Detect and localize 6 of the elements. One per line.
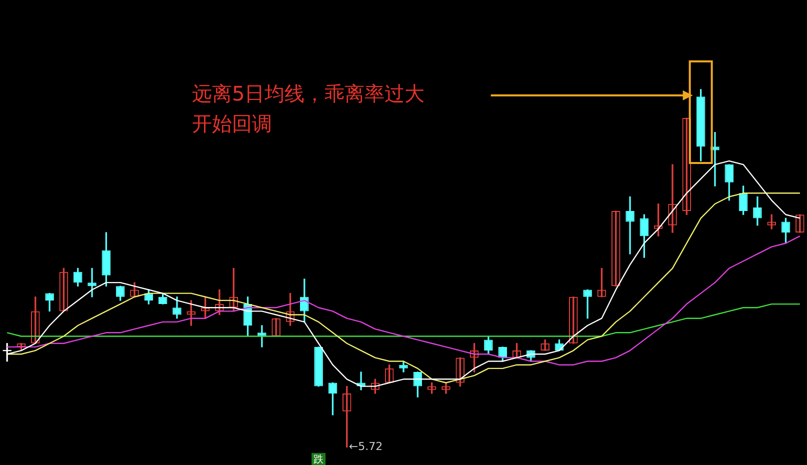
annotation: ←5.72 (348, 440, 383, 453)
annotation: 远离5日均线，乖离率过大 (192, 82, 425, 106)
candlestick (626, 196, 634, 254)
text: 跌 (314, 454, 324, 465)
annotation: 开始回调 (192, 112, 272, 136)
candlestick (88, 268, 96, 298)
